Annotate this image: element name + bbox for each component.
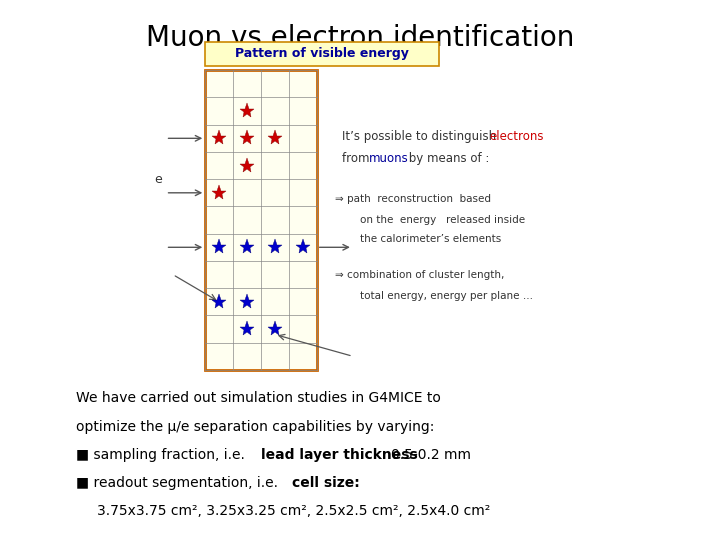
Text: Muon vs electron identification: Muon vs electron identification — [146, 24, 574, 52]
Text: We have carried out simulation studies in G4MICE to: We have carried out simulation studies i… — [76, 392, 441, 406]
Text: lead layer thickness: lead layer thickness — [261, 448, 418, 462]
Text: ⇒ path  reconstruction  based: ⇒ path reconstruction based — [335, 194, 491, 205]
Bar — [205, 70, 317, 370]
Text: optimize the μ/e separation capabilities by varying:: optimize the μ/e separation capabilities… — [76, 420, 434, 434]
Bar — [205, 42, 439, 66]
Text: Pattern of visible energy: Pattern of visible energy — [235, 48, 409, 60]
Text: muons: muons — [369, 152, 409, 165]
Text: ■ sampling fraction, i.e.: ■ sampling fraction, i.e. — [76, 448, 249, 462]
Text: on the  energy   released inside: on the energy released inside — [360, 215, 525, 225]
Text: ■ readout segmentation, i.e.: ■ readout segmentation, i.e. — [76, 476, 282, 490]
Text: : 0.5-0.2 mm: : 0.5-0.2 mm — [382, 448, 472, 462]
Text: by means of :: by means of : — [405, 152, 490, 165]
Text: total energy, energy per plane …: total energy, energy per plane … — [360, 291, 533, 301]
Text: electrons: electrons — [490, 130, 544, 143]
Text: the calorimeter’s elements: the calorimeter’s elements — [360, 234, 501, 244]
Text: It’s possible to distinguish: It’s possible to distinguish — [342, 130, 500, 143]
Text: ⇒ combination of cluster length,: ⇒ combination of cluster length, — [335, 270, 504, 280]
Text: e: e — [155, 173, 162, 186]
Text: from: from — [342, 152, 373, 165]
Text: cell size:: cell size: — [292, 476, 359, 490]
Text: 3.75x3.75 cm², 3.25x3.25 cm², 2.5x2.5 cm², 2.5x4.0 cm²: 3.75x3.75 cm², 3.25x3.25 cm², 2.5x2.5 cm… — [97, 504, 490, 518]
